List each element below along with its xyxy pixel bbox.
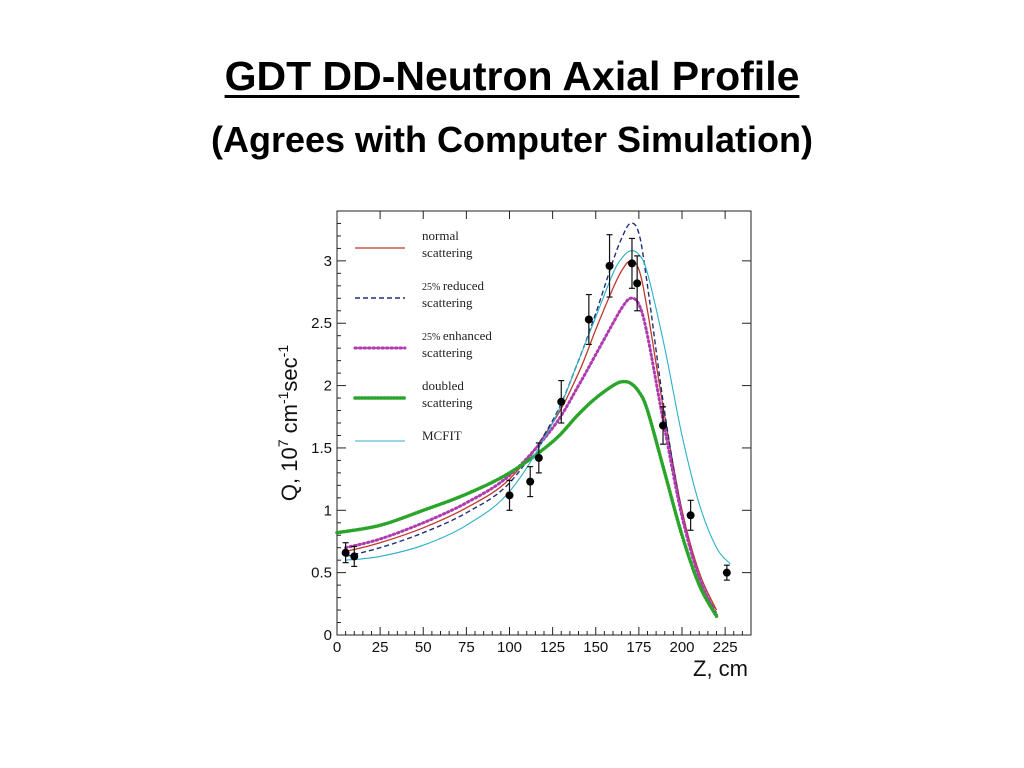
x-tick-label: 175 bbox=[626, 639, 651, 656]
y-axis-title-exp3: -1 bbox=[275, 345, 291, 358]
data-point bbox=[659, 421, 668, 430]
x-tick-label: 50 bbox=[415, 639, 432, 656]
slide-subtitle: (Agrees with Computer Simulation) bbox=[210, 119, 814, 160]
y-tick-labels: 0 0.5 1 1.5 2 2.5 3 bbox=[311, 253, 332, 644]
legend-label-reduced-scattering: 25% reduced bbox=[422, 278, 484, 293]
x-tick-labels: 0 25 50 75 100 125 150 175 200 225 bbox=[333, 639, 738, 656]
series-line-doubled-scattering bbox=[335, 379, 719, 619]
y-axis-title-exp2: -1 bbox=[275, 391, 291, 404]
legend-label-mcfit: MCFIT bbox=[422, 428, 462, 443]
legend-label-text: enhanced bbox=[443, 328, 493, 343]
legend-label-reduced-scattering: scattering bbox=[422, 295, 473, 310]
y-axis-title-mid2: sec bbox=[277, 357, 302, 391]
data-point bbox=[350, 552, 359, 561]
measurement-points bbox=[341, 234, 731, 581]
series-line-normal-scattering bbox=[345, 260, 718, 611]
x-tick-label: 150 bbox=[583, 639, 608, 656]
series-line-enhanced-scattering bbox=[344, 296, 718, 617]
data-point bbox=[627, 259, 636, 268]
data-point bbox=[722, 568, 731, 577]
x-axis-title: Z, cm bbox=[693, 656, 748, 681]
series-layer bbox=[335, 222, 731, 619]
legend-label-prefix: 25% bbox=[422, 332, 443, 343]
legend-label-text: scattering bbox=[422, 245, 473, 260]
legend-label-doubled-scattering: scattering bbox=[422, 395, 473, 410]
series-line-mcfit bbox=[345, 250, 731, 565]
slide-title: GDT DD-Neutron Axial Profile bbox=[0, 52, 1024, 100]
y-tick-label: 2 bbox=[324, 378, 332, 395]
legend-label-enhanced-scattering: 25% enhanced bbox=[422, 328, 492, 343]
y-tick-label: 0.5 bbox=[311, 565, 332, 582]
legend-label-text: reduced bbox=[443, 278, 485, 293]
legend-label-enhanced-scattering: scattering bbox=[422, 345, 473, 360]
axis-ticks bbox=[336, 211, 751, 636]
legend-label-text: scattering bbox=[422, 295, 473, 310]
legend-label-normal-scattering: normal bbox=[422, 228, 459, 243]
x-tick-label: 125 bbox=[540, 639, 565, 656]
plot-frame bbox=[336, 210, 752, 636]
legend-label-prefix: 25% bbox=[422, 282, 443, 293]
legend-label-text: scattering bbox=[422, 395, 473, 410]
legend-label-text: normal bbox=[422, 228, 459, 243]
data-point bbox=[584, 315, 593, 324]
x-tick-label: 0 bbox=[333, 639, 341, 656]
data-point bbox=[534, 453, 543, 462]
legend-label-normal-scattering: scattering bbox=[422, 245, 473, 260]
y-axis-title-prefix: Q, 10 bbox=[277, 447, 302, 501]
legend-label-text: scattering bbox=[422, 345, 473, 360]
x-tick-label: 225 bbox=[713, 639, 738, 656]
y-tick-label: 1.5 bbox=[311, 440, 332, 457]
data-point bbox=[505, 491, 514, 500]
legend: normal scattering 25% reduced scattering 25%… bbox=[353, 228, 492, 443]
data-point bbox=[633, 279, 642, 288]
legend-label-doubled-scattering: doubled bbox=[422, 378, 464, 393]
data-point bbox=[557, 397, 566, 406]
y-tick-label: 3 bbox=[324, 253, 332, 270]
data-point bbox=[686, 511, 695, 520]
legend-label-text: doubled bbox=[422, 378, 464, 393]
x-tick-label: 75 bbox=[458, 639, 475, 656]
y-axis-title: Q, 107 cm-1sec-1 bbox=[275, 345, 302, 501]
x-tick-label: 25 bbox=[372, 639, 389, 656]
y-axis-title-exp1: 7 bbox=[275, 439, 291, 447]
x-tick-label: 100 bbox=[497, 639, 522, 656]
data-point bbox=[341, 548, 350, 557]
x-tick-label: 200 bbox=[669, 639, 694, 656]
slide-title-text: GDT DD-Neutron Axial Profile bbox=[224, 53, 800, 99]
y-tick-label: 2.5 bbox=[311, 315, 332, 332]
y-axis-title-mid1: cm bbox=[277, 404, 302, 439]
y-tick-label: 0 bbox=[324, 627, 332, 644]
data-point bbox=[605, 261, 614, 270]
legend-label-text: MCFIT bbox=[422, 428, 462, 443]
series-line-reduced-scattering bbox=[345, 222, 718, 613]
data-point bbox=[526, 477, 535, 486]
y-tick-label: 1 bbox=[324, 502, 332, 519]
